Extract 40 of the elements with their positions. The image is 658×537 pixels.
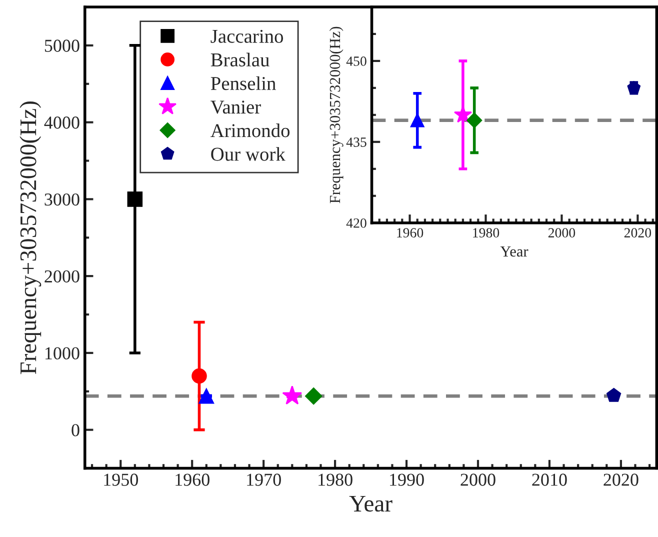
x-axis-title: Year (500, 246, 528, 257)
x-tick-label: 2000 (460, 474, 496, 486)
point (305, 388, 322, 405)
x-tick-label: 2020 (604, 474, 638, 486)
x-tick-label: 1960 (176, 474, 210, 486)
point (606, 388, 622, 402)
y-tick-label: 0 (72, 424, 80, 436)
legend-label: Our work (211, 147, 286, 161)
y-tick-label: 4000 (44, 116, 80, 129)
x-axis-title: Year (349, 496, 392, 512)
legend-label: Braslau (210, 52, 270, 66)
x-tick-label: 2000 (548, 228, 576, 238)
x-tick-label: 2010 (532, 474, 567, 486)
y-tick-label: 3000 (44, 193, 80, 206)
y-axis-title: Frequency+3035732000(Hz) (329, 26, 344, 204)
x-tick-label: 1960 (397, 228, 424, 238)
x-tick-label: 1990 (390, 474, 424, 486)
point (454, 105, 472, 123)
point (466, 112, 482, 128)
x-tick-label: 1950 (104, 474, 138, 486)
y-tick-label: 450 (346, 56, 366, 66)
y-tick-label: 435 (346, 138, 366, 147)
point (282, 386, 302, 405)
legend-label: Jaccarino (210, 30, 284, 43)
y-tick-label: 5000 (44, 40, 80, 52)
x-tick-label: 1980 (318, 474, 352, 486)
x-tick-label: 1980 (473, 228, 500, 238)
y-tick-label: 2000 (44, 270, 80, 283)
point (410, 113, 424, 128)
legend-label: Vanier (210, 100, 261, 114)
y-tick-label: 420 (346, 218, 366, 228)
point (192, 368, 207, 384)
point (127, 192, 143, 207)
y-axis-title: Frequency+3035732000(Hz) (20, 102, 42, 374)
legend-label: Penselin (210, 76, 276, 90)
legend-label: Arimondo (210, 124, 290, 138)
point (198, 388, 214, 404)
x-tick-label: 2020 (624, 228, 652, 238)
x-tick-label: 1970 (247, 474, 281, 486)
y-tick-label: 1000 (46, 347, 80, 360)
